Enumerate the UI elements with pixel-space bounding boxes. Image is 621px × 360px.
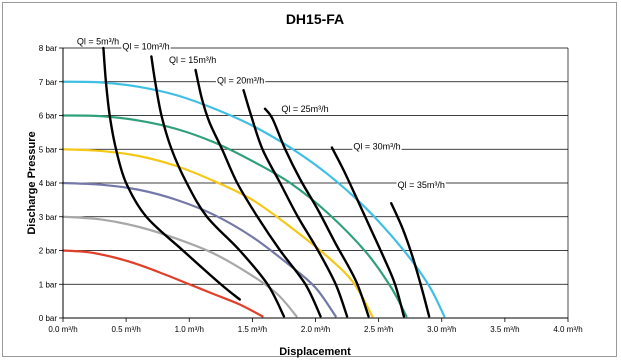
y-tick-label-8: 8 bar bbox=[39, 44, 58, 53]
gridlines bbox=[63, 47, 568, 319]
flow-curves bbox=[102, 46, 431, 318]
y-tick-label-0: 0 bar bbox=[39, 314, 58, 323]
pressure-curve-2 bbox=[61, 181, 337, 318]
flow-curve-6 bbox=[390, 202, 431, 318]
flow-curve-label-2: Ql = 15m³/h bbox=[169, 55, 216, 65]
pressure-curve-0 bbox=[61, 249, 264, 318]
flow-curve-label-0: Ql = 5m³/h bbox=[77, 37, 119, 47]
x-tick-label-5: 2.5 m³/h bbox=[364, 325, 393, 334]
x-tick-label-4: 2.0 m³/h bbox=[301, 325, 330, 334]
x-axis-label: Displacement bbox=[279, 346, 351, 358]
flow-curve-4 bbox=[263, 107, 370, 318]
axes: 0 bar 1 bar 2 bar 3 bar 4 bar 5 bar 6 bar 7 bar… bbox=[39, 44, 583, 334]
flow-curve-label-bg bbox=[352, 141, 402, 152]
flow-curve-label-6: Ql = 35m³/h bbox=[398, 180, 445, 190]
flow-curve-label-bg bbox=[75, 36, 121, 47]
x-tick-label-3: 1.5 m³/h bbox=[238, 325, 267, 334]
flow-curve-2 bbox=[194, 68, 322, 318]
flow-curve-label-bg bbox=[168, 55, 218, 66]
x-tick-label-6: 3.0 m³/h bbox=[427, 325, 456, 334]
flow-curve-1 bbox=[150, 55, 286, 318]
x-tick-label-8: 4.0 m³/h bbox=[553, 325, 582, 334]
pressure-curve-1 bbox=[61, 215, 298, 318]
flow-curve-labels: Ql = 5m³/hQl = 10m³/hQl = 15m³/hQl = 20m… bbox=[75, 36, 446, 191]
y-tick-label-2: 2 bar bbox=[39, 247, 58, 256]
flow-curve-label-bg bbox=[216, 75, 266, 86]
pressure-curve-5 bbox=[61, 80, 446, 318]
pressure-curves bbox=[61, 80, 446, 318]
flow-curve-3 bbox=[242, 88, 349, 318]
flow-curve-label-5: Ql = 30m³/h bbox=[353, 141, 400, 151]
x-tick-label-1: 0.5 m³/h bbox=[111, 325, 140, 334]
y-tick-label-4: 4 bar bbox=[39, 179, 58, 188]
flow-curve-label-4: Ql = 25m³/h bbox=[281, 104, 328, 114]
x-tick-label-0: 0.0 m³/h bbox=[48, 325, 77, 334]
flow-curve-label-bg bbox=[396, 180, 446, 191]
y-tick-label-3: 3 bar bbox=[39, 213, 58, 222]
y-tick-label-6: 6 bar bbox=[39, 112, 58, 121]
flow-curve-0 bbox=[102, 46, 241, 301]
y-tick-label-5: 5 bar bbox=[39, 145, 58, 154]
y-axis-label: Discharge Pressure bbox=[26, 131, 38, 234]
y-tick-label-7: 7 bar bbox=[39, 78, 58, 87]
pressure-curve-3 bbox=[61, 148, 374, 318]
pressure-curve-4 bbox=[61, 114, 408, 318]
x-tick-label-7: 3.5 m³/h bbox=[490, 325, 519, 334]
flow-curve-label-bg bbox=[121, 41, 171, 52]
x-tick-label-2: 1.0 m³/h bbox=[175, 325, 204, 334]
y-tick-label-1: 1 bar bbox=[39, 280, 58, 289]
flow-curve-label-bg bbox=[280, 104, 330, 115]
flow-curve-label-3: Ql = 20m³/h bbox=[217, 75, 264, 85]
flow-curve-5 bbox=[330, 146, 406, 318]
flow-curve-label-1: Ql = 10m³/h bbox=[122, 42, 169, 52]
chart-title: DH15-FA bbox=[286, 11, 344, 27]
